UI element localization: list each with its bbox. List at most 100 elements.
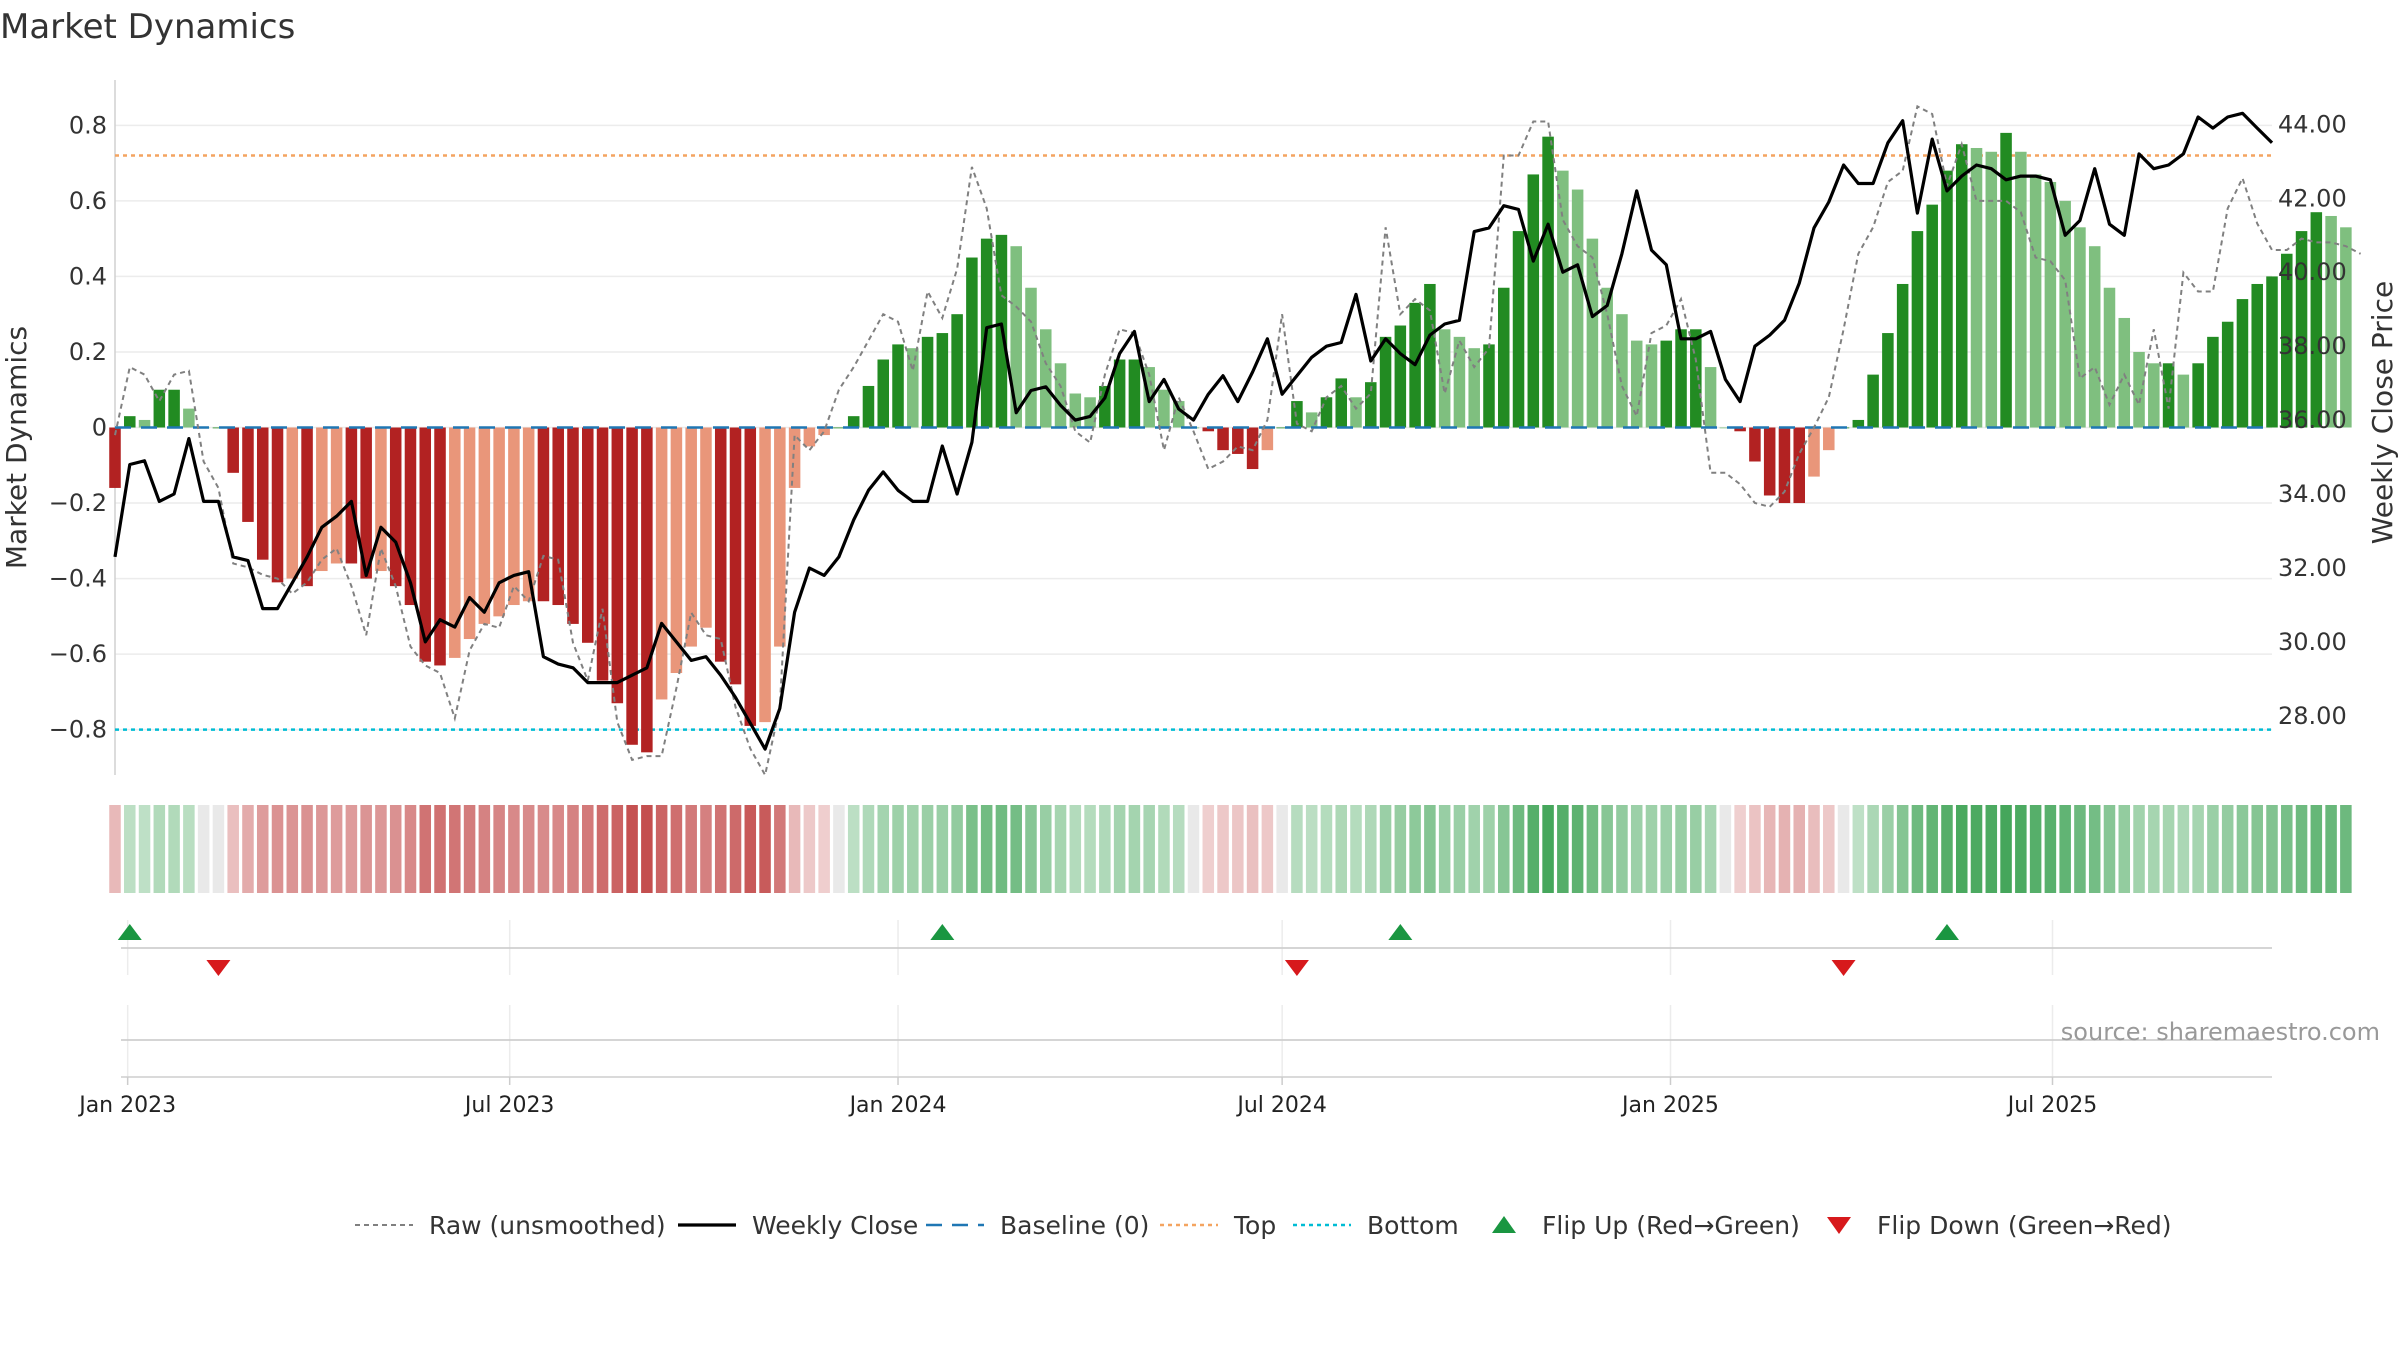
heat-cell bbox=[1719, 805, 1732, 893]
source-note: source: sharemaestro.com bbox=[2061, 1018, 2380, 1046]
bar bbox=[1882, 333, 1894, 428]
heat-cell bbox=[1320, 805, 1333, 893]
heat-cell bbox=[2236, 805, 2249, 893]
bar bbox=[2044, 181, 2057, 428]
heat-cell bbox=[1645, 805, 1658, 893]
bar bbox=[788, 427, 801, 488]
bar bbox=[1113, 359, 1126, 428]
heat-cell bbox=[1601, 805, 1613, 893]
bar bbox=[109, 427, 121, 488]
heat-cell bbox=[2015, 805, 2027, 893]
bar bbox=[1941, 170, 1953, 428]
heat-cell bbox=[2266, 805, 2278, 893]
bar bbox=[1867, 374, 1879, 428]
x-tick-label: Jan 2025 bbox=[1620, 1093, 1719, 1118]
bar bbox=[936, 333, 949, 428]
bar bbox=[670, 427, 683, 674]
chart-title: Market Dynamics bbox=[0, 7, 295, 47]
heat-cell bbox=[1512, 805, 1525, 893]
heat-cell bbox=[1734, 805, 1746, 893]
bar bbox=[434, 427, 446, 666]
heat-cell bbox=[109, 805, 121, 893]
weekly-close-line bbox=[113, 111, 2274, 751]
heat-cell bbox=[582, 805, 594, 893]
y-tick-label-left: −0.2 bbox=[49, 489, 107, 517]
bar bbox=[966, 257, 978, 428]
heat-cell bbox=[419, 805, 432, 893]
bar bbox=[2015, 151, 2027, 428]
heat-cell bbox=[1941, 805, 1953, 893]
heat-cell bbox=[670, 805, 683, 893]
heat-cell bbox=[2029, 805, 2042, 893]
heat-cell bbox=[907, 805, 919, 893]
heat-cell bbox=[626, 805, 638, 893]
bar bbox=[1394, 325, 1407, 428]
heat-cell bbox=[1379, 805, 1392, 893]
heat-cell bbox=[463, 805, 476, 893]
heat-cell bbox=[1557, 805, 1569, 893]
heat-cell bbox=[301, 805, 313, 893]
bar bbox=[1246, 427, 1259, 470]
bar bbox=[2251, 283, 2263, 428]
y-tick-label-left: 0.6 bbox=[69, 187, 107, 215]
heat-cell bbox=[124, 805, 136, 893]
y-tick-label-right: 28.00 bbox=[2278, 702, 2347, 730]
heat-cell bbox=[1571, 805, 1584, 893]
bar bbox=[2295, 231, 2308, 428]
heat-cell bbox=[2133, 805, 2145, 893]
bar bbox=[862, 385, 875, 428]
flip-down-marker bbox=[1284, 960, 1309, 976]
smoothed-bars bbox=[109, 132, 2352, 753]
heat-cell bbox=[1187, 805, 1200, 893]
bar bbox=[2310, 212, 2323, 428]
heat-cell bbox=[951, 805, 963, 893]
heat-cell bbox=[1453, 805, 1466, 893]
bar bbox=[1276, 427, 1288, 429]
bar bbox=[2221, 321, 2234, 428]
bar bbox=[1483, 344, 1495, 428]
heat-cell bbox=[1586, 805, 1599, 893]
flip-up-marker bbox=[117, 924, 142, 940]
heat-cell bbox=[1837, 805, 1850, 893]
bar bbox=[1305, 412, 1318, 428]
heat-cell bbox=[714, 805, 727, 893]
bar bbox=[419, 427, 432, 662]
bar bbox=[729, 427, 742, 685]
bar bbox=[256, 427, 269, 560]
heat-cell bbox=[2059, 805, 2071, 893]
heat-cell bbox=[2148, 805, 2160, 893]
bar bbox=[921, 336, 934, 428]
bar bbox=[537, 427, 550, 602]
bar bbox=[212, 427, 225, 429]
flip-markers bbox=[117, 924, 1959, 976]
bar bbox=[759, 427, 771, 723]
bar bbox=[1158, 389, 1170, 428]
heat-cell bbox=[1217, 805, 1229, 893]
heat-cell bbox=[1896, 805, 1909, 893]
bar bbox=[700, 427, 712, 628]
heat-cell bbox=[936, 805, 949, 893]
heat-cell bbox=[862, 805, 875, 893]
heat-cell bbox=[1350, 805, 1362, 893]
flip-up-marker bbox=[1388, 924, 1413, 940]
bar bbox=[1557, 170, 1569, 428]
heat-cell bbox=[1793, 805, 1805, 893]
heat-cell bbox=[1970, 805, 1983, 893]
bar bbox=[1497, 287, 1510, 428]
bar bbox=[907, 348, 919, 428]
heat-cell bbox=[803, 805, 816, 893]
heat-cell bbox=[1202, 805, 1215, 893]
heat-cell bbox=[1468, 805, 1480, 893]
heat-cell bbox=[256, 805, 269, 893]
bar bbox=[1985, 151, 1998, 428]
y-tick-label-left: −0.8 bbox=[49, 716, 107, 744]
flip-up-marker bbox=[1934, 924, 1959, 940]
heat-cell bbox=[655, 805, 668, 893]
heat-cell bbox=[197, 805, 210, 893]
bar bbox=[1025, 287, 1037, 428]
y-tick-label-left: 0.2 bbox=[69, 338, 107, 366]
heat-cell bbox=[1394, 805, 1407, 893]
bar bbox=[153, 389, 166, 428]
heat-cell bbox=[641, 805, 653, 893]
